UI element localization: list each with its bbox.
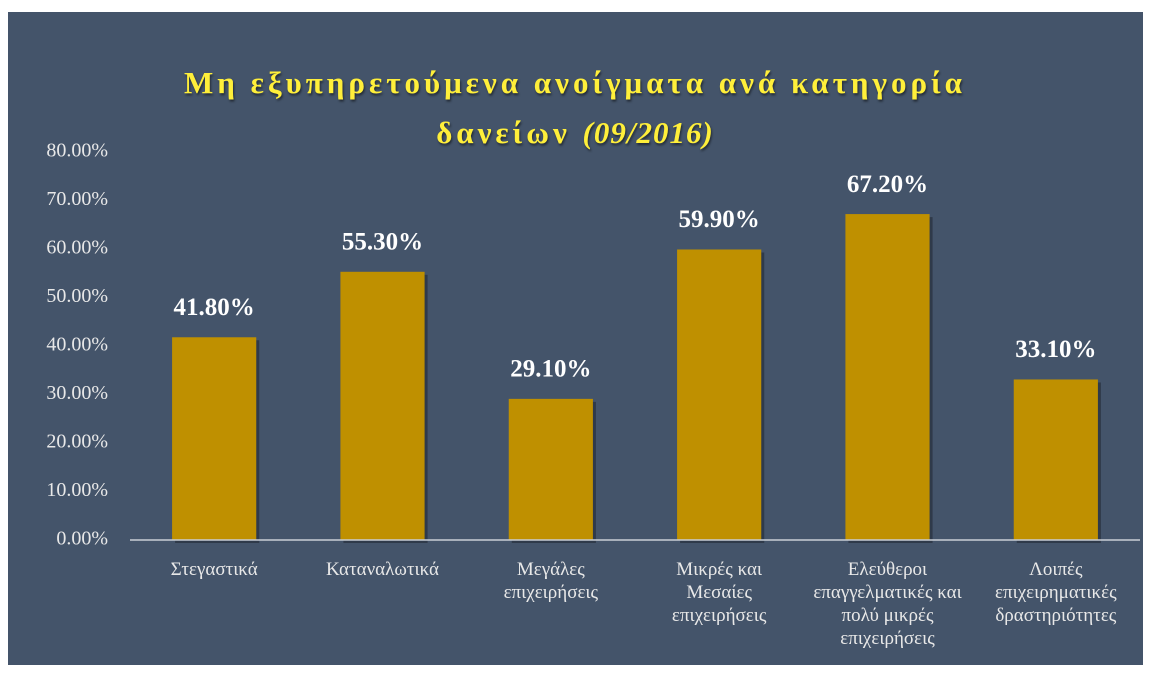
bar (508, 398, 593, 540)
data-label: 67.20% (847, 171, 928, 198)
x-tick-label: Μεγάλες επιχειρήσεις (503, 559, 599, 603)
bar (172, 337, 257, 540)
y-tick-label: 0.00% (56, 528, 108, 550)
x-tick-label: Λοιπές επιχειρηματικές δραστηριότητες (995, 559, 1117, 626)
bar (340, 271, 425, 540)
data-label: 55.30% (342, 229, 423, 256)
y-tick-label: 60.00% (46, 237, 108, 259)
x-tick-label: Μικρές και Μεσαίες επιχειρήσεις (671, 559, 767, 626)
bar (677, 249, 762, 541)
y-tick-label: 30.00% (46, 382, 108, 404)
chart-title: Μη εξυπηρετούμενα ανοίγματα ανά κατηγορί… (184, 65, 966, 150)
data-label: 33.10% (1015, 336, 1096, 363)
data-label: 59.90% (679, 206, 760, 233)
y-tick-label: 10.00% (46, 479, 108, 501)
data-label: 41.80% (174, 294, 255, 321)
bar (845, 214, 930, 540)
chart-title-block: Μη εξυπηρετούμενα ανοίγματα ανά κατηγορί… (135, 58, 1015, 158)
x-tick-label: Ελεύθεροι επαγγελματικές και πολύ μικρές… (813, 559, 962, 649)
data-label: 29.10% (510, 356, 591, 383)
x-tick-label: Στεγαστικά (170, 559, 258, 580)
x-tick-label: Καταναλωτικά (326, 559, 439, 580)
y-tick-label: 50.00% (46, 285, 108, 307)
y-tick-label: 70.00% (46, 188, 108, 210)
y-tick-label: 20.00% (46, 431, 108, 453)
bar (1013, 379, 1098, 540)
y-tick-label: 40.00% (46, 334, 108, 356)
y-tick-label: 80.00% (46, 140, 108, 162)
chart-title-note: (09/2016) (582, 115, 714, 150)
